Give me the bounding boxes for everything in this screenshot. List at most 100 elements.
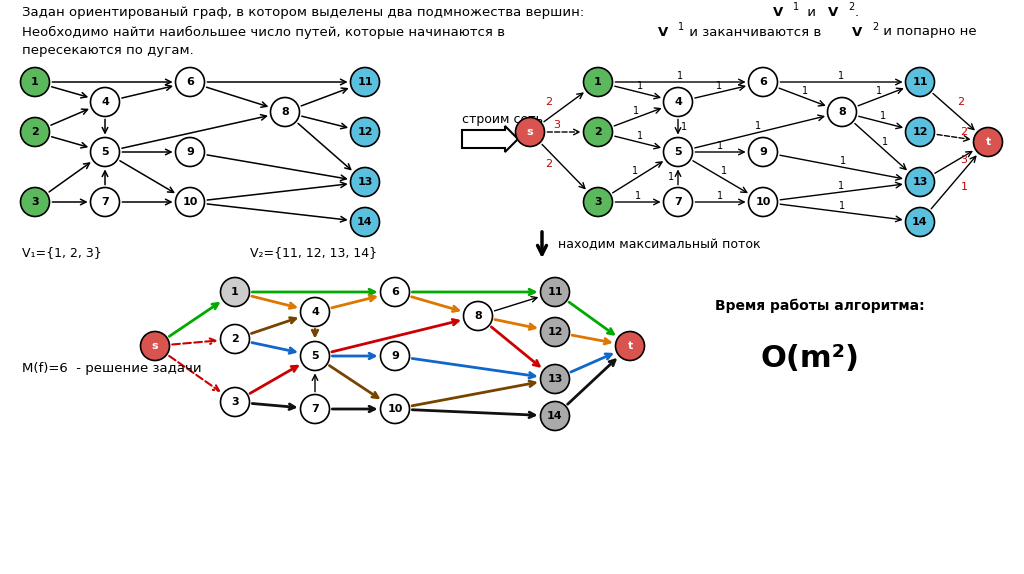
Circle shape [541, 277, 569, 307]
Text: Время работы алгоритма:: Время работы алгоритма: [715, 299, 925, 313]
Text: 1: 1 [633, 106, 639, 116]
Text: V: V [658, 25, 669, 38]
Text: 12: 12 [547, 327, 563, 337]
Text: 13: 13 [912, 177, 928, 187]
Text: 1: 1 [883, 137, 889, 147]
Text: 12: 12 [357, 127, 373, 137]
Circle shape [350, 118, 380, 146]
Text: 1: 1 [839, 71, 845, 80]
Text: V: V [828, 6, 839, 18]
Circle shape [90, 138, 120, 166]
Text: 2: 2 [848, 2, 854, 12]
Text: 1: 1 [802, 86, 808, 96]
Text: 1: 1 [876, 86, 882, 96]
Text: s: s [526, 127, 534, 137]
Text: 10: 10 [182, 197, 198, 207]
Text: 10: 10 [387, 404, 402, 414]
Text: 1: 1 [840, 156, 846, 166]
Text: строим сеть: строим сеть [462, 113, 543, 126]
Circle shape [584, 188, 612, 216]
Circle shape [140, 332, 170, 360]
Text: 3: 3 [31, 197, 39, 207]
Circle shape [974, 127, 1002, 157]
Circle shape [664, 138, 692, 166]
Circle shape [905, 207, 935, 236]
Circle shape [220, 277, 250, 307]
Circle shape [90, 188, 120, 216]
Circle shape [270, 98, 299, 126]
Circle shape [541, 364, 569, 394]
Text: .: . [855, 6, 859, 18]
Circle shape [749, 188, 777, 216]
Text: 1: 1 [756, 121, 762, 131]
Circle shape [827, 98, 856, 126]
Text: 10: 10 [756, 197, 771, 207]
Text: 1: 1 [681, 122, 687, 132]
Text: 11: 11 [912, 77, 928, 87]
Circle shape [300, 297, 330, 327]
Text: 2: 2 [546, 159, 553, 169]
Circle shape [350, 207, 380, 236]
Text: 2: 2 [961, 127, 968, 137]
Text: 14: 14 [912, 217, 928, 227]
Text: 9: 9 [391, 351, 399, 361]
Text: 1: 1 [594, 77, 602, 87]
Text: 6: 6 [391, 287, 399, 297]
Text: 1: 1 [793, 2, 799, 12]
Text: 5: 5 [674, 147, 682, 157]
Text: и заканчиваются в: и заканчиваются в [685, 25, 825, 38]
Circle shape [584, 118, 612, 146]
Text: 9: 9 [186, 147, 194, 157]
Text: 7: 7 [311, 404, 318, 414]
Text: 1: 1 [669, 172, 675, 182]
Text: 1: 1 [632, 166, 638, 176]
Text: O(m²): O(m²) [760, 344, 859, 373]
Circle shape [381, 277, 410, 307]
Circle shape [300, 394, 330, 424]
Circle shape [541, 401, 569, 430]
Text: 1: 1 [635, 191, 641, 200]
Text: 2: 2 [231, 334, 239, 344]
Circle shape [541, 317, 569, 347]
Text: и: и [803, 6, 820, 18]
Text: 3: 3 [231, 397, 239, 407]
Text: V₁={1, 2, 3}: V₁={1, 2, 3} [22, 246, 101, 259]
Text: 2: 2 [546, 97, 553, 107]
Circle shape [350, 168, 380, 196]
Text: 2: 2 [31, 127, 39, 137]
Circle shape [20, 118, 49, 146]
Circle shape [350, 68, 380, 96]
Text: 4: 4 [311, 307, 318, 317]
Text: 3: 3 [594, 197, 602, 207]
Text: пересекаются по дугам.: пересекаются по дугам. [22, 44, 194, 57]
Text: t: t [628, 341, 633, 351]
Text: 1: 1 [718, 191, 724, 200]
Text: 1: 1 [231, 287, 239, 297]
Text: 13: 13 [547, 374, 562, 384]
Circle shape [300, 342, 330, 370]
Text: 5: 5 [311, 351, 318, 361]
Text: 2: 2 [872, 22, 879, 32]
Circle shape [664, 87, 692, 117]
Text: V: V [773, 6, 783, 18]
Text: 12: 12 [912, 127, 928, 137]
Text: 3: 3 [961, 155, 968, 165]
Text: 13: 13 [357, 177, 373, 187]
Text: 7: 7 [101, 197, 109, 207]
Text: 1: 1 [678, 22, 684, 32]
Circle shape [381, 342, 410, 370]
Text: 1: 1 [31, 77, 39, 87]
Text: 4: 4 [101, 97, 109, 107]
Text: M(f)=6  - решение задачи: M(f)=6 - решение задачи [22, 362, 202, 375]
Circle shape [175, 138, 205, 166]
Text: V: V [852, 25, 862, 38]
Text: 1: 1 [880, 111, 886, 121]
Text: 8: 8 [282, 107, 289, 117]
Text: 4: 4 [674, 97, 682, 107]
Circle shape [20, 188, 49, 216]
Circle shape [749, 138, 777, 166]
Text: 1: 1 [716, 81, 722, 91]
Text: s: s [152, 341, 159, 351]
Circle shape [220, 324, 250, 354]
Text: Необходимо найти наибольшее число путей, которые начинаются в: Необходимо найти наибольшее число путей,… [22, 26, 509, 39]
